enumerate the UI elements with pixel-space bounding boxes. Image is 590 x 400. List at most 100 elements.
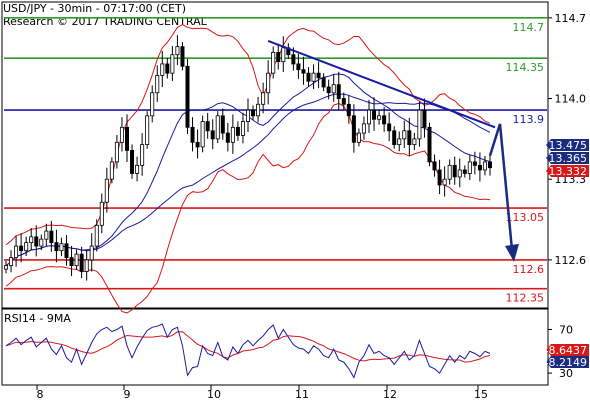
candle-body: [225, 132, 230, 143]
candle-body: [44, 230, 49, 240]
candle-body: [109, 161, 114, 180]
time-tick-label-9: 9: [124, 388, 131, 400]
candle-body: [412, 138, 417, 146]
candle-body: [34, 236, 39, 247]
price-tag-box-113.365: [546, 152, 589, 164]
candle-body: [341, 98, 346, 105]
candle-body: [165, 63, 170, 74]
rsi-tick-label-70: 70: [559, 323, 573, 336]
rsi-tick-label-30: 30: [559, 367, 573, 380]
candle-body: [361, 123, 366, 134]
candle-body: [331, 84, 336, 94]
candle-body: [402, 130, 407, 140]
candle-body: [422, 109, 427, 128]
candle-body: [351, 115, 356, 143]
candle-body: [235, 126, 240, 136]
price-panel-frame: [1, 1, 549, 309]
price-tag-label-113.475: 113.475: [542, 139, 588, 152]
rsi-tag-label-RSI14: 48.2149: [542, 356, 588, 369]
candle-body: [447, 164, 452, 180]
candle-body: [130, 149, 135, 174]
rsi-tag-box-RSI14: [546, 356, 589, 368]
candle-body: [125, 126, 130, 151]
time-axis: 8 9 10 11 12 15: [36, 385, 488, 400]
price-tick-label-114.0: 114.0: [555, 93, 587, 106]
time-tick-label-11: 11: [295, 388, 309, 400]
candle-body: [9, 257, 14, 267]
bollinger-upper-line: [5, 24, 491, 246]
candle-body: [281, 47, 286, 63]
candle-body: [301, 69, 306, 74]
candle-body: [205, 121, 210, 132]
candle-body: [482, 161, 487, 171]
price-tick-label-112.6: 112.6: [555, 254, 587, 267]
level-label-114.7: 114.7: [513, 21, 545, 34]
level-label-113.05: 113.05: [506, 211, 545, 224]
candle-body: [326, 86, 331, 94]
candle-body: [276, 52, 281, 63]
candle-body: [114, 141, 119, 163]
candle-body: [452, 164, 457, 178]
candle-body: [472, 161, 477, 166]
candle-body: [170, 54, 175, 74]
candle-body: [230, 126, 235, 143]
candle-body: [220, 115, 225, 134]
candle-body: [180, 46, 185, 67]
candle-body: [79, 253, 84, 272]
candle-body: [29, 236, 34, 244]
candle-body: [240, 121, 245, 136]
candle-body: [306, 72, 311, 82]
chart-header-line2: Research © 2017 TRADING CENTRAL: [3, 15, 208, 28]
candle-body: [155, 75, 160, 94]
candle-body: [407, 130, 412, 146]
candle-body: [69, 257, 74, 267]
candle-body: [215, 115, 220, 140]
candle-body: [266, 72, 271, 94]
candle-body: [316, 72, 321, 79]
candle-body: [135, 164, 140, 174]
candle-body: [94, 224, 99, 247]
candle-body: [54, 242, 59, 252]
candle-body: [119, 126, 124, 143]
candle-body: [366, 109, 371, 125]
time-tick-label-10: 10: [207, 388, 221, 400]
candle-body: [251, 109, 256, 117]
candle-body: [427, 126, 432, 163]
candle-body: [346, 103, 351, 117]
candle-body: [417, 109, 422, 140]
candle-body: [140, 144, 145, 166]
candle-body: [457, 169, 462, 178]
time-tick-label-8: 8: [37, 388, 44, 400]
candle-body: [4, 265, 9, 270]
candle-body: [245, 109, 250, 122]
candle-body: [49, 230, 54, 244]
price-tag-label-113.332: 113.332: [542, 165, 588, 178]
candle-body: [74, 253, 79, 267]
candle-body: [432, 161, 437, 171]
candle-body: [296, 63, 301, 71]
forecast-arrow-head: [505, 243, 519, 262]
candle-body: [392, 130, 397, 146]
candle-body: [372, 109, 377, 120]
level-label-114.35: 114.35: [506, 61, 545, 74]
forecast-arrow-down-leg: [498, 123, 514, 251]
downtrend-line: [267, 39, 496, 129]
candle-body: [19, 245, 24, 252]
rsi14-line: [5, 323, 491, 379]
candle-body: [382, 115, 387, 125]
candle-body: [291, 54, 296, 65]
candle-body: [190, 126, 195, 143]
price-tag-box-113.332: [546, 165, 589, 177]
level-label-113.9: 113.9: [513, 113, 545, 126]
rsi-panel-frame: [1, 308, 549, 386]
price-tag-box-113.475: [546, 139, 589, 151]
candle-body: [336, 84, 341, 99]
candle-body: [261, 92, 266, 105]
candle-body: [99, 201, 104, 226]
level-label-112.6: 112.6: [513, 263, 545, 276]
candle-body: [24, 242, 29, 252]
candle-body: [175, 46, 180, 56]
candle-body: [104, 178, 109, 203]
